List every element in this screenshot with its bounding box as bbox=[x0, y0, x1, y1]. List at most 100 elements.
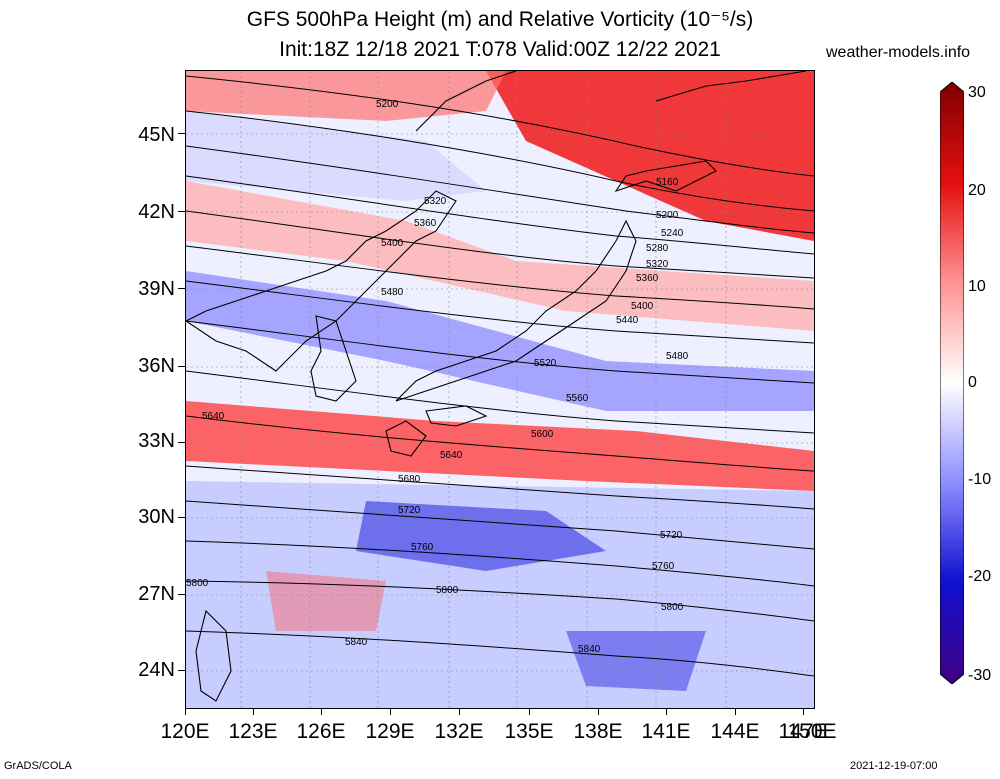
lat-tick bbox=[178, 288, 185, 289]
colorbar bbox=[940, 82, 964, 684]
lat-label-24n: 24N bbox=[138, 659, 175, 681]
map-plot-area: 5200 5320 5360 5400 5480 5160 5200 5240 … bbox=[185, 70, 815, 709]
contour-label: 5560 bbox=[566, 393, 589, 404]
coastline-korean-peninsula bbox=[310, 315, 357, 402]
coastline-russia bbox=[415, 71, 517, 132]
coastlines bbox=[186, 71, 807, 702]
contour-label: 5840 bbox=[578, 644, 601, 655]
lon-tick bbox=[390, 708, 391, 715]
lat-tick bbox=[178, 517, 185, 518]
lon-tick bbox=[185, 708, 186, 715]
lat-label-36n: 36N bbox=[138, 355, 175, 377]
coastline-china-korea bbox=[186, 190, 457, 372]
lon-label-126e: 126E bbox=[296, 720, 346, 743]
contour-label: 5400 bbox=[381, 238, 404, 249]
lon-label-141e: 141E bbox=[641, 720, 691, 743]
contour-label: 5640 bbox=[440, 450, 463, 461]
colorbar-gradient bbox=[940, 82, 964, 684]
lat-label-42n: 42N bbox=[138, 201, 175, 223]
coastline-taiwan bbox=[195, 609, 232, 702]
contour-label: 5800 bbox=[436, 585, 459, 596]
lat-label-30n: 30N bbox=[138, 506, 175, 528]
contour-label: 5360 bbox=[636, 273, 659, 284]
contour-label: 5800 bbox=[661, 602, 684, 613]
coastline-sakhalin bbox=[655, 71, 807, 102]
lon-label-132e: 132E bbox=[434, 720, 484, 743]
lat-label-33n: 33N bbox=[138, 430, 175, 452]
lat-tick bbox=[178, 366, 185, 367]
positive-vorticity-region bbox=[266, 571, 386, 631]
negative-vorticity-region bbox=[566, 631, 706, 691]
chart-subtitle: Init:18Z 12/18 2021 T:078 Valid:00Z 12/2… bbox=[279, 38, 721, 61]
contour-label: 5200 bbox=[656, 210, 679, 221]
positive-vorticity-region bbox=[186, 71, 506, 121]
credit-grads: GrADS/COLA bbox=[4, 760, 72, 772]
coastline-hokkaido bbox=[614, 160, 717, 193]
lat-label-39n: 39N bbox=[138, 278, 175, 300]
lat-tick bbox=[178, 133, 185, 134]
contour-label: 5680 bbox=[398, 474, 421, 485]
lon-label-150e: 150E bbox=[787, 720, 837, 743]
lon-tick bbox=[253, 708, 254, 715]
lat-tick bbox=[178, 211, 185, 212]
colorbar-label: 30 bbox=[968, 84, 986, 101]
lat-tick bbox=[178, 442, 185, 443]
contour-label: 5280 bbox=[646, 243, 669, 254]
positive-vorticity-region bbox=[186, 401, 814, 491]
contour-label: 5640 bbox=[202, 411, 225, 422]
contour-label: 5480 bbox=[666, 351, 689, 362]
site-attribution: weather-models.info bbox=[826, 44, 971, 61]
lat-tick bbox=[178, 670, 185, 671]
lon-label-123e: 123E bbox=[228, 720, 278, 743]
contour-label: 5320 bbox=[646, 259, 669, 270]
colorbar-label: -10 bbox=[968, 471, 992, 488]
colorbar-label: 20 bbox=[968, 182, 986, 199]
contour-label: 5760 bbox=[411, 542, 434, 553]
colorbar-label: -30 bbox=[968, 667, 992, 684]
contour-label: 5760 bbox=[652, 561, 675, 572]
lat-label-45n: 45N bbox=[138, 124, 175, 146]
colorbar-label: 0 bbox=[968, 374, 977, 391]
lon-tick bbox=[735, 708, 736, 715]
contour-label: 5360 bbox=[414, 218, 437, 229]
lon-label-135e: 135E bbox=[504, 720, 554, 743]
lon-label-147e: 147E bbox=[778, 720, 828, 743]
contour-label: 5200 bbox=[376, 99, 399, 110]
contour-label: 5160 bbox=[656, 177, 679, 188]
lon-label-129e: 129E bbox=[365, 720, 415, 743]
lon-label-144e: 144E bbox=[710, 720, 760, 743]
vorticity-map-svg: 5200 5320 5360 5400 5480 5160 5200 5240 … bbox=[186, 71, 814, 708]
positive-vorticity-region bbox=[486, 71, 814, 241]
contour-label: 5240 bbox=[661, 228, 684, 239]
colorbar-label: -20 bbox=[968, 568, 992, 585]
contour-label: 5480 bbox=[381, 287, 404, 298]
lat-tick bbox=[178, 594, 185, 595]
contour-label: 5320 bbox=[424, 196, 447, 207]
lon-tick bbox=[598, 708, 599, 715]
coastline-japan-shikoku bbox=[425, 405, 488, 427]
contour-label: 5400 bbox=[631, 301, 654, 312]
contour-label: 5720 bbox=[398, 505, 421, 516]
contour-label: 5440 bbox=[616, 315, 639, 326]
lon-tick bbox=[803, 708, 804, 715]
contour-label: 5840 bbox=[345, 637, 368, 648]
lon-label-138e: 138E bbox=[573, 720, 623, 743]
lon-label-120e: 120E bbox=[160, 720, 210, 743]
contour-label: 5600 bbox=[531, 429, 554, 440]
timestamp: 2021-12-19-07:00 bbox=[850, 760, 938, 772]
chart-title: GFS 500hPa Height (m) and Relative Vorti… bbox=[246, 8, 754, 31]
lon-tick bbox=[459, 708, 460, 715]
contour-label: 5800 bbox=[186, 578, 209, 589]
lat-label-27n: 27N bbox=[138, 583, 175, 605]
lon-tick bbox=[666, 708, 667, 715]
positive-vorticity-region bbox=[186, 181, 814, 331]
negative-vorticity-region bbox=[186, 271, 814, 411]
graticule bbox=[186, 71, 814, 708]
lon-tick bbox=[321, 708, 322, 715]
colorbar-label: 10 bbox=[968, 278, 986, 295]
contour-label: 5520 bbox=[534, 358, 557, 369]
contour-labels: 5200 5320 5360 5400 5480 5160 5200 5240 … bbox=[186, 99, 689, 655]
lon-tick bbox=[529, 708, 530, 715]
contour-label: 5720 bbox=[660, 530, 683, 541]
coastline-japan-kyushu bbox=[385, 420, 427, 457]
